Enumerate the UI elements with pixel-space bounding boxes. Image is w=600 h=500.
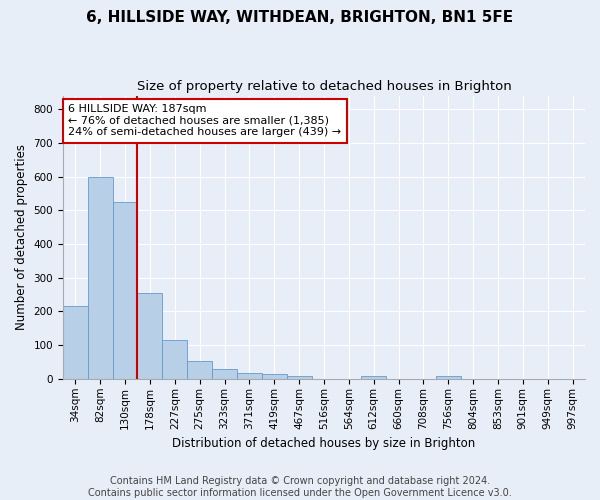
Bar: [137, 293, 163, 379]
Bar: [237, 373, 262, 379]
Bar: [212, 369, 237, 379]
Bar: [361, 376, 386, 379]
Text: 6, HILLSIDE WAY, WITHDEAN, BRIGHTON, BN1 5FE: 6, HILLSIDE WAY, WITHDEAN, BRIGHTON, BN1…: [86, 10, 514, 25]
Bar: [113, 202, 137, 379]
Y-axis label: Number of detached properties: Number of detached properties: [15, 144, 28, 330]
Bar: [262, 374, 287, 379]
Text: Contains HM Land Registry data © Crown copyright and database right 2024.
Contai: Contains HM Land Registry data © Crown c…: [88, 476, 512, 498]
Text: 6 HILLSIDE WAY: 187sqm
← 76% of detached houses are smaller (1,385)
24% of semi-: 6 HILLSIDE WAY: 187sqm ← 76% of detached…: [68, 104, 341, 138]
Bar: [88, 177, 113, 379]
X-axis label: Distribution of detached houses by size in Brighton: Distribution of detached houses by size …: [172, 437, 476, 450]
Title: Size of property relative to detached houses in Brighton: Size of property relative to detached ho…: [137, 80, 511, 93]
Bar: [63, 306, 88, 379]
Bar: [163, 340, 187, 379]
Bar: [287, 376, 311, 379]
Bar: [436, 376, 461, 379]
Bar: [187, 362, 212, 379]
